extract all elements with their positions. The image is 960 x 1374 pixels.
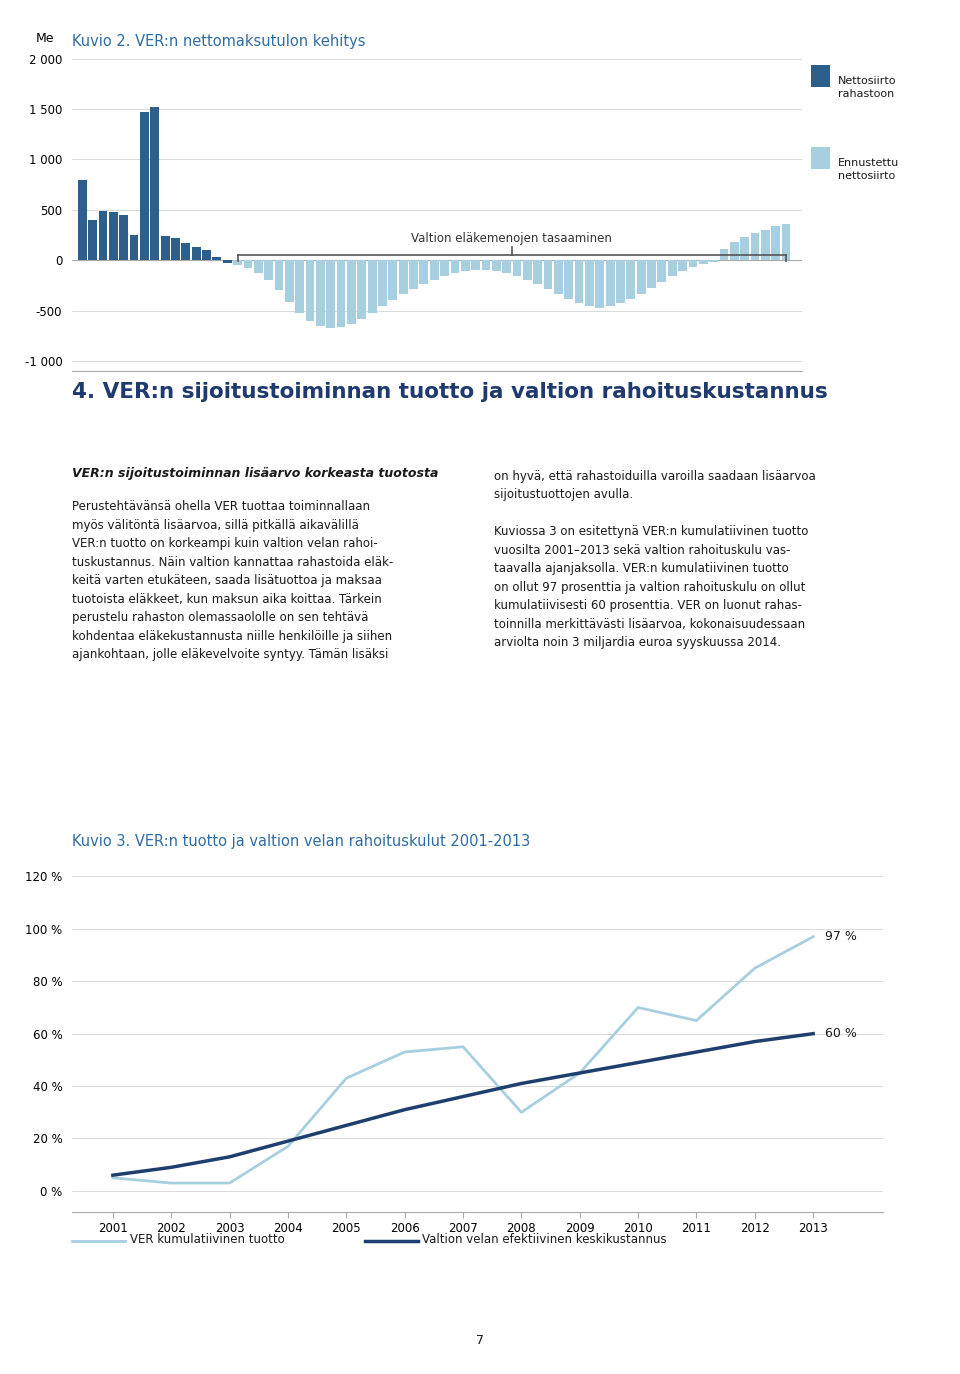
Text: VER kumulatiivinen tuotto: VER kumulatiivinen tuotto [130,1234,284,1246]
Bar [264,260,273,280]
Bar [575,260,584,304]
Bar [430,260,439,280]
Bar [160,236,170,260]
Text: Nettosiirto
rahastoon: Nettosiirto rahastoon [838,76,897,99]
Bar [285,260,294,302]
Bar [275,260,283,290]
Bar [233,260,242,265]
Text: on hyvä, että rahastoiduilla varoilla saadaan lisäarvoa
sijoitustuottojen avulla: on hyvä, että rahastoiduilla varoilla sa… [494,470,816,650]
Text: Ennustettu
nettosiirto: Ennustettu nettosiirto [838,158,900,181]
Bar [482,260,491,271]
Bar [781,224,790,260]
Bar [595,260,604,308]
Bar [347,260,356,324]
Bar [740,236,749,260]
Text: Kuvio 3. VER:n tuotto ja valtion velan rahoituskulut 2001-2013: Kuvio 3. VER:n tuotto ja valtion velan r… [72,834,530,849]
Bar [492,260,501,271]
Y-axis label: Me: Me [36,32,54,45]
Bar [409,260,418,290]
Bar [109,212,118,260]
Bar [99,210,108,260]
Bar [523,260,532,280]
Bar [761,229,770,260]
Bar [441,260,449,276]
Bar [192,247,201,260]
Bar [688,260,697,267]
Bar [751,234,759,260]
Bar [730,242,739,260]
Text: 60 %: 60 % [825,1028,856,1040]
Bar [606,260,614,306]
Bar [636,260,645,294]
Bar [357,260,366,319]
Bar [88,220,97,260]
Bar [564,260,573,300]
Bar [585,260,594,306]
Bar [130,235,138,260]
Bar [627,260,636,300]
Bar [171,238,180,260]
Bar [78,180,86,260]
Bar [668,260,677,276]
Bar [699,260,708,264]
Text: Perustehtävänsä ohella VER tuottaa toiminnallaan
myös välitöntä lisäarvoa, sillä: Perustehtävänsä ohella VER tuottaa toimi… [72,500,394,661]
Bar [647,260,656,289]
Bar [212,257,222,260]
Bar [140,113,149,260]
Bar [326,260,335,327]
Bar [471,260,480,271]
Bar [534,260,542,284]
Bar [389,260,397,301]
Bar [720,249,729,260]
Bar [223,260,231,264]
Text: 97 %: 97 % [825,930,856,943]
Bar [554,260,563,294]
Text: Valtion eläkemenojen tasaaminen: Valtion eläkemenojen tasaaminen [412,232,612,245]
Bar [151,107,159,260]
Text: VER:n sijoitustoiminnan lisäarvo korkeasta tuotosta: VER:n sijoitustoiminnan lisäarvo korkeas… [72,467,439,480]
Bar [398,260,408,294]
Text: Kuvio 2. VER:n nettomaksutulon kehitys: Kuvio 2. VER:n nettomaksutulon kehitys [72,34,366,49]
Bar [181,243,190,260]
Bar [420,260,428,284]
Bar [461,260,469,271]
Bar [513,260,521,276]
Bar [678,260,687,271]
Bar [502,260,511,273]
Bar [543,260,552,290]
Text: Valtion velan efektiivinen keskikustannus: Valtion velan efektiivinen keskikustannu… [422,1234,667,1246]
Text: 7: 7 [476,1334,484,1347]
Bar [203,250,211,260]
Bar [616,260,625,304]
Bar [244,260,252,268]
Bar [368,260,376,312]
Bar [658,260,666,282]
Bar [337,260,346,327]
Bar [119,214,128,260]
Text: 4. VER:n sijoitustoiminnan tuotto ja valtion rahoituskustannus: 4. VER:n sijoitustoiminnan tuotto ja val… [72,382,828,403]
Bar [305,260,315,320]
Bar [253,260,263,273]
Bar [450,260,459,273]
Bar [296,260,304,312]
Bar [709,260,718,262]
Bar [378,260,387,306]
Bar [771,225,780,260]
Bar [316,260,324,326]
